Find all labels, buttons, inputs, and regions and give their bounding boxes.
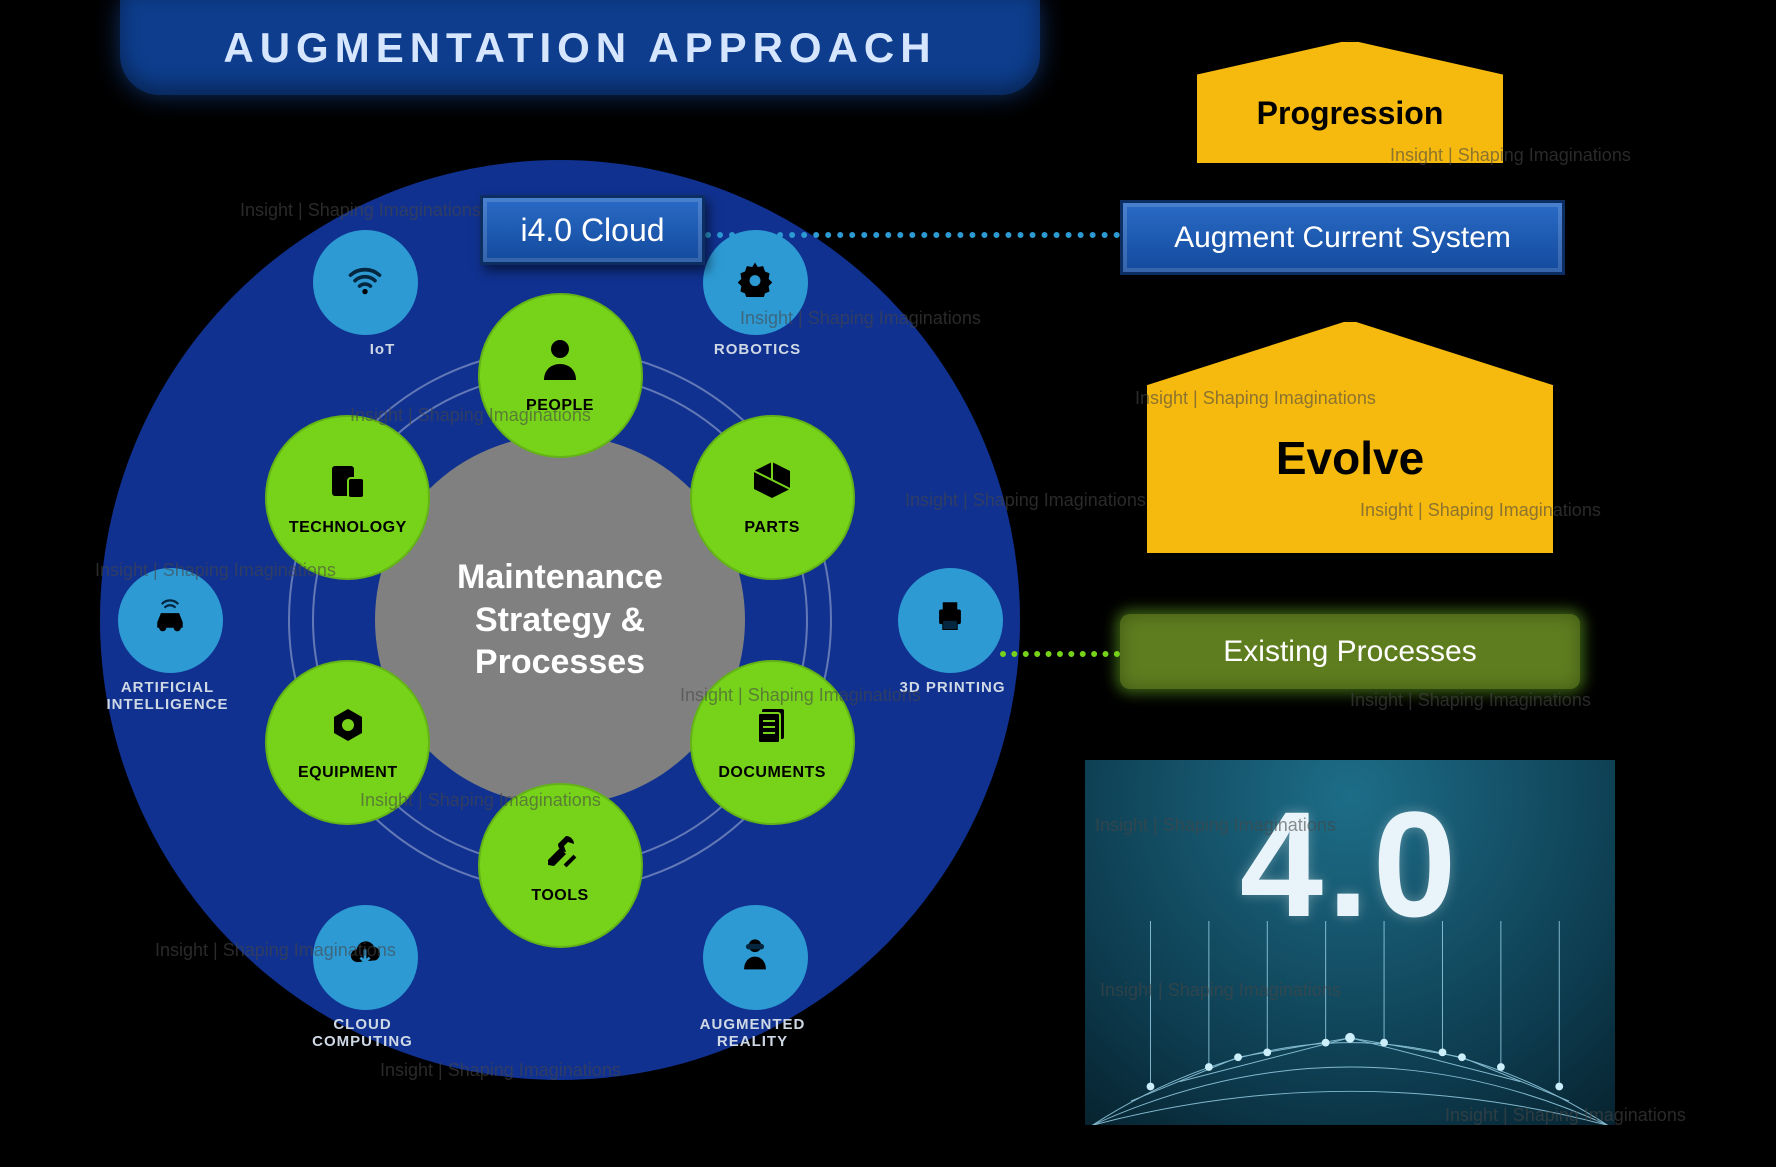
augment-system-tag: Augment Current System [1120,200,1565,275]
progression-label: Progression [1257,95,1444,132]
docs-icon [750,703,794,758]
title-bar: Augmentation Approach [120,0,1040,95]
cloud-icon [345,933,385,983]
network-globe-icon [1085,921,1615,1125]
outer-node-robotics [703,230,808,335]
core-label: Maintenance Strategy & Processes [415,556,705,684]
ar-icon [735,933,775,983]
nut-icon [326,703,370,758]
outer-node-cloud-computing [313,905,418,1010]
watermark: Insight | Shaping Imaginations [1350,690,1591,711]
outer-node-label: AUGMENTED REALITY [673,1016,833,1050]
outer-node-label: CLOUD COMPUTING [283,1016,443,1050]
progression-pent: Progression [1195,40,1505,165]
outer-node-augmented-reality [703,905,808,1010]
i40-cloud-tag: i4.0 Cloud [480,195,705,265]
inner-node-technology: TECHNOLOGY [265,415,430,580]
inner-node-label: TOOLS [531,887,588,905]
inner-node-label: EQUIPMENT [298,764,398,782]
printer-icon [930,595,970,645]
outer-node-iot [313,230,418,335]
outer-node-3d-printing [898,568,1003,673]
augment-system-label: Augment Current System [1174,221,1511,255]
person-icon [538,336,582,391]
inner-node-documents: DOCUMENTS [690,660,855,825]
wifi-icon [345,257,385,307]
main-disc: Maintenance Strategy & Processes PEOPLE P… [100,160,1020,1080]
gear-icon [735,257,775,307]
outer-node-label: ROBOTICS [678,341,838,358]
outer-node-artificial-intelligence [118,568,223,673]
existing-processes-label: Existing Processes [1223,635,1476,669]
outer-node-label: ARTIFICIAL INTELLIGENCE [88,679,248,713]
evolve-pent: Evolve [1145,320,1555,555]
inner-node-label: PEOPLE [526,397,594,415]
inner-node-tools: TOOLS [478,783,643,948]
existing-processes-box: Existing Processes [1120,614,1580,689]
devices-icon [326,458,370,513]
connector-cloud-tag-augment-tag [705,232,1120,238]
evolve-label: Evolve [1276,431,1424,485]
inner-node-label: PARTS [744,519,800,537]
inner-node-label: TECHNOLOGY [289,519,407,537]
title-text: Augmentation Approach [223,24,936,72]
inner-node-people: PEOPLE [478,293,643,458]
tools-icon [538,826,582,881]
inner-node-equipment: EQUIPMENT [265,660,430,825]
outer-node-label: 3D PRINTING [873,679,1033,696]
inner-node-parts: PARTS [690,415,855,580]
i40-cloud-label: i4.0 Cloud [520,212,664,249]
inner-node-label: DOCUMENTS [718,764,826,782]
cube-icon [750,458,794,513]
outer-node-label: IoT [303,341,463,358]
connector-3d-printing-node-existing-box [1000,651,1120,657]
industry40-panel: 4.0 [1085,760,1615,1125]
car-icon [150,595,190,645]
